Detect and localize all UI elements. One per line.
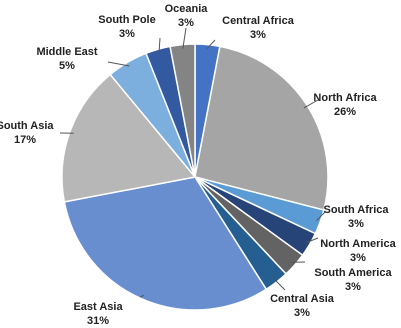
slice-label: South Asia xyxy=(0,120,54,132)
slice-label: Central Asia xyxy=(270,293,335,305)
slice-label: East Asia xyxy=(73,301,123,313)
slice-value-label: 26% xyxy=(334,106,356,118)
slice-value-label: 17% xyxy=(14,134,36,146)
leader-line xyxy=(139,294,144,298)
leader-line xyxy=(107,61,130,67)
leader-line xyxy=(273,278,286,291)
slice-value-label: 3% xyxy=(345,281,361,293)
pie-slice xyxy=(61,73,197,203)
slice-value-label: 3% xyxy=(348,218,364,230)
leader-line xyxy=(158,37,161,54)
slice-label: South America xyxy=(314,267,392,279)
leader-line xyxy=(303,99,319,109)
slice-value-label: 3% xyxy=(350,252,366,264)
slice-label: Middle East xyxy=(36,46,97,58)
slice-label: North America xyxy=(320,238,396,250)
slice-label: Oceania xyxy=(165,3,209,15)
slice-value-label: 3% xyxy=(250,29,266,41)
slice-label: North Africa xyxy=(313,92,377,104)
slice-value-label: 3% xyxy=(119,28,135,40)
slice-label: South Africa xyxy=(324,204,390,216)
slice-label: South Pole xyxy=(98,14,155,26)
leader-line xyxy=(182,27,187,49)
leader-line xyxy=(206,39,216,49)
slice-value-label: 31% xyxy=(87,315,109,327)
pie-slice xyxy=(63,176,268,311)
pie-slice xyxy=(169,43,196,178)
slice-value-label: 5% xyxy=(59,60,75,72)
slice-label: Central Africa xyxy=(222,15,295,27)
leader-line xyxy=(316,211,326,222)
leader-line xyxy=(305,237,319,244)
slice-value-label: 3% xyxy=(294,307,310,319)
slice-value-label: 3% xyxy=(178,17,194,29)
